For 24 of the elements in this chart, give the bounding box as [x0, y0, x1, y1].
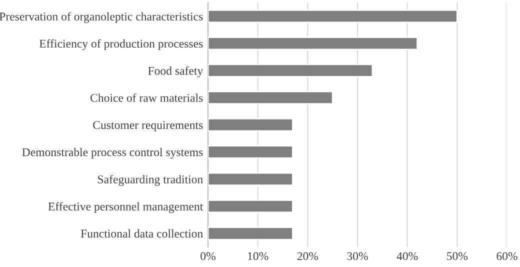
bar: [208, 90, 334, 104]
bar: [208, 226, 294, 240]
x-tick-label: 60%: [496, 252, 518, 260]
y-tick-label: Effective personnel management: [48, 202, 204, 213]
y-tick-label: Food safety: [148, 66, 204, 78]
x-tick-label: 50%: [447, 252, 468, 260]
bar: [208, 118, 294, 132]
y-tick-label: Customer requirements: [93, 121, 203, 132]
bar: [208, 64, 374, 78]
x-tick-label: 20%: [297, 252, 318, 260]
x-tick-label: 0%: [200, 252, 216, 260]
x-tick-label: 10%: [248, 252, 268, 260]
bar: [208, 199, 294, 214]
bar: [208, 36, 418, 50]
bar: [208, 145, 294, 159]
bar: [208, 172, 294, 186]
y-tick-label: Choice of raw materials: [90, 93, 203, 102]
x-tick-label: 30%: [347, 252, 368, 260]
bar: [208, 9, 458, 24]
y-tick-label: Demonstrable process control systems: [22, 148, 203, 159]
x-tick-label: 40%: [396, 252, 418, 260]
y-tick-label: Functional data collection: [80, 229, 203, 238]
y-tick-label: Safeguarding tradition: [98, 174, 203, 186]
y-tick-label: Efficiency of production processes: [39, 39, 203, 50]
